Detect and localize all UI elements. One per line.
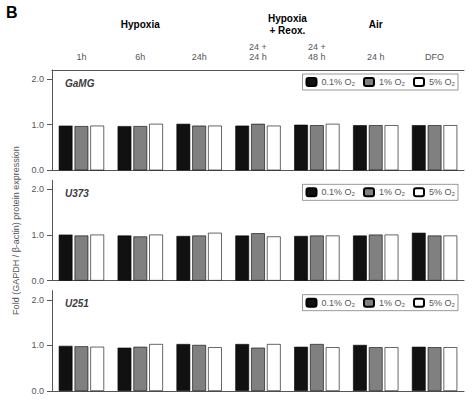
svg-text:2.0: 2.0 [31,74,44,84]
svg-text:2.0: 2.0 [31,184,44,194]
svg-text:1% O₂: 1% O₂ [379,298,406,308]
svg-text:1% O₂: 1% O₂ [379,77,406,87]
svg-text:0.0: 0.0 [31,276,44,286]
svg-text:DFO: DFO [425,52,444,62]
svg-text:24 +: 24 + [308,42,326,52]
svg-text:1.0: 1.0 [31,340,44,350]
svg-text:U373: U373 [65,188,89,199]
svg-text:Hypoxia: Hypoxia [268,13,307,24]
svg-text:5% O₂: 5% O₂ [429,187,456,197]
svg-text:48 h: 48 h [308,52,326,62]
svg-text:1h: 1h [76,52,86,62]
svg-text:U251: U251 [65,298,89,309]
svg-text:6h: 6h [135,52,145,62]
svg-text:0.1% O₂: 0.1% O₂ [321,298,355,308]
svg-text:1.0: 1.0 [31,120,44,130]
svg-text:24 h: 24 h [367,52,385,62]
svg-text:1% O₂: 1% O₂ [379,187,406,197]
svg-text:Hypoxia: Hypoxia [121,19,160,30]
svg-text:Air: Air [369,19,383,30]
svg-text:2.0: 2.0 [31,295,44,305]
svg-text:5% O₂: 5% O₂ [429,298,456,308]
svg-text:B: B [6,4,18,21]
svg-text:1.0: 1.0 [31,230,44,240]
svg-text:Fold (GAPDH / β-actin) protein: Fold (GAPDH / β-actin) protein expressio… [11,146,21,315]
svg-text:0.0: 0.0 [31,165,44,175]
svg-text:0.1% O₂: 0.1% O₂ [321,187,355,197]
svg-text:+ Reox.: + Reox. [269,25,305,36]
svg-text:0.1% O₂: 0.1% O₂ [321,77,355,87]
svg-text:5% O₂: 5% O₂ [429,77,456,87]
svg-text:GaMG: GaMG [65,78,95,89]
svg-text:24h: 24h [192,52,207,62]
svg-text:24 h: 24 h [249,52,267,62]
svg-text:0.0: 0.0 [31,386,44,396]
svg-text:24 +: 24 + [249,42,267,52]
